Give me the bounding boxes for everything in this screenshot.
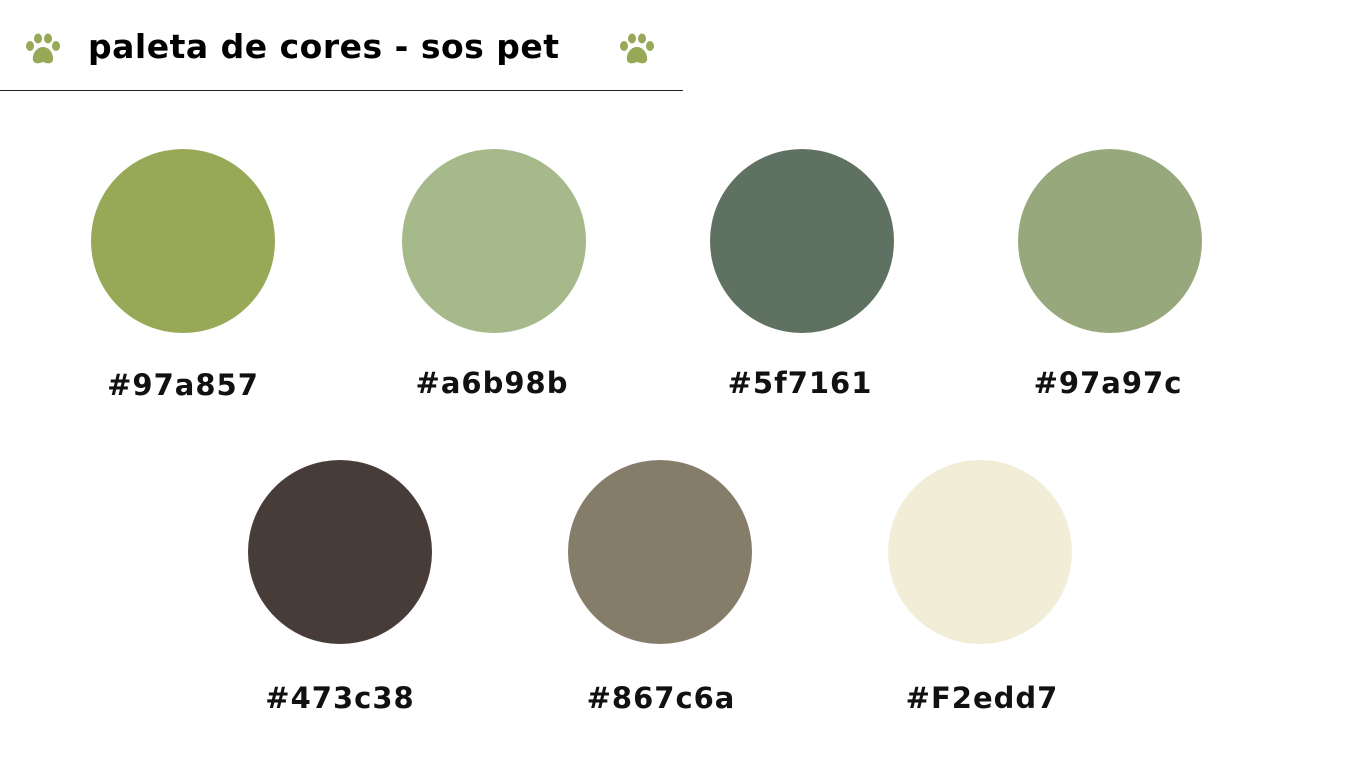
paw-icon: [620, 33, 654, 64]
color-hex-label: #a6b98b: [415, 366, 569, 400]
color-hex-label: #F2edd7: [905, 681, 1059, 715]
color-swatch-2: [402, 149, 586, 333]
paw-icon: [26, 33, 60, 64]
color-hex-label: #5f7161: [727, 366, 873, 400]
color-hex-label: #867c6a: [586, 681, 736, 715]
color-swatch-3: [710, 149, 894, 333]
header: paleta de cores - sos pet: [0, 0, 683, 91]
color-swatch-7: [888, 460, 1072, 644]
color-swatch-4: [1018, 149, 1202, 333]
color-swatch-1: [91, 149, 275, 333]
color-hex-label: #97a857: [107, 368, 259, 402]
color-hex-label: #473c38: [265, 681, 415, 715]
color-hex-label: #97a97c: [1033, 366, 1183, 400]
color-swatch-5: [248, 460, 432, 644]
page-title: paleta de cores - sos pet: [88, 27, 560, 66]
color-swatch-6: [568, 460, 752, 644]
